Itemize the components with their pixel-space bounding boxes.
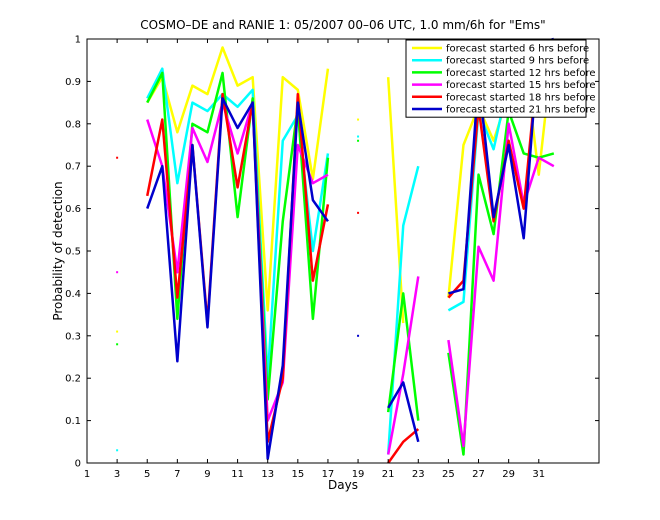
data-point — [116, 343, 119, 346]
series-line — [146, 92, 330, 444]
y-tick-label: 0.2 — [65, 374, 81, 385]
y-axis-label: Probability of detection — [51, 181, 65, 320]
x-tick-label: 3 — [114, 469, 120, 480]
y-tick-label: 0.6 — [65, 204, 81, 215]
axes: 1 3 5 7 9 11 13 15 17 19 21 23 25 27 29 3100.10.20.30.4… — [65, 35, 599, 480]
legend-label: forecast started 21 hrs before — [446, 105, 596, 116]
y-tick-label: 0.4 — [65, 289, 81, 300]
y-tick-label: 0.5 — [65, 247, 81, 258]
legend-label: forecast started 12 hrs before — [446, 68, 596, 79]
series-line — [447, 122, 555, 448]
x-tick-label: 21 — [382, 469, 395, 480]
series-line — [386, 276, 420, 455]
x-tick-label: 27 — [472, 469, 485, 480]
x-tick-label: 17 — [322, 469, 335, 480]
x-tick-label: 11 — [231, 469, 244, 480]
x-axis-label: Days — [328, 478, 358, 492]
x-tick-label: 29 — [502, 469, 515, 480]
data-point — [357, 211, 360, 214]
series-4 — [116, 101, 555, 455]
data-point — [357, 334, 360, 337]
y-tick-label: 0.8 — [65, 119, 81, 130]
data-point — [357, 118, 360, 121]
data-point — [116, 330, 119, 333]
y-tick-label: 0.9 — [65, 77, 81, 88]
legend-label: forecast started 9 hrs before — [446, 56, 589, 67]
y-tick-label: 0.3 — [65, 331, 81, 342]
data-point — [116, 449, 119, 452]
x-tick-label: 25 — [442, 469, 455, 480]
legend-box — [405, 39, 587, 118]
data-point — [116, 271, 119, 274]
x-tick-label: 7 — [174, 469, 180, 480]
legend-label: forecast started 15 hrs before — [446, 80, 596, 91]
series-line — [387, 428, 420, 464]
x-tick-label: 5 — [144, 469, 150, 480]
x-tick-label: 1 — [84, 469, 90, 480]
series-line — [146, 101, 329, 422]
x-tick-label: 23 — [412, 469, 425, 480]
series-line — [386, 292, 420, 421]
x-tick-label: 19 — [352, 469, 365, 480]
legend-label: forecast started 18 hrs before — [446, 92, 596, 103]
x-tick-label: 15 — [291, 469, 304, 480]
data-point — [357, 135, 360, 138]
y-tick-label: 1 — [75, 35, 81, 46]
y-tick-label: 0 — [75, 459, 81, 470]
chart-title: COSMO–DE and RANIE 1: 05/2007 00–06 UTC,… — [140, 18, 545, 32]
y-tick-label: 0.7 — [65, 162, 81, 173]
data-point — [116, 156, 119, 159]
series-line — [387, 381, 420, 443]
x-tick-label: 13 — [261, 469, 274, 480]
series-line — [146, 97, 329, 461]
series-line — [146, 46, 330, 312]
data-point — [357, 139, 360, 142]
y-tick-label: 0.1 — [65, 416, 81, 427]
x-tick-label: 9 — [204, 469, 210, 480]
legend-label: forecast started 6 hrs before — [446, 44, 589, 55]
x-tick-label: 31 — [532, 469, 545, 480]
